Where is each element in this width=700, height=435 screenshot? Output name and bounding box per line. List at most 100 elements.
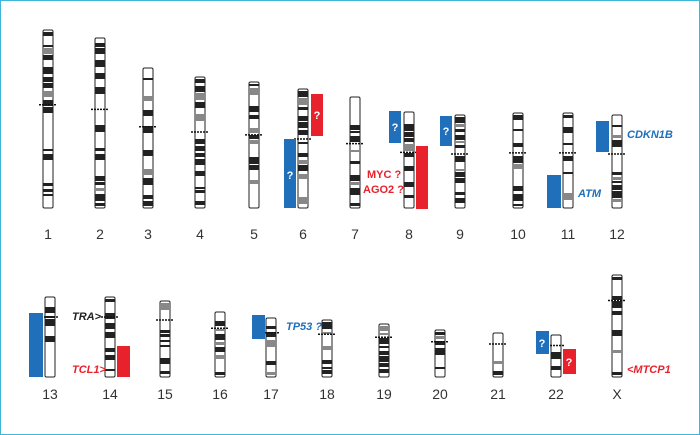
chromosome-outline: [142, 67, 154, 209]
chromosome-band: [143, 178, 153, 185]
chromosome-number-label: 22: [548, 386, 564, 402]
chromosome-band: [563, 172, 573, 174]
chromosome-band: [379, 338, 389, 344]
chromosome-band: [612, 125, 622, 127]
chromosome-number-label: 13: [42, 386, 58, 402]
chromosome-outline: [94, 37, 106, 209]
chromosome-band: [95, 194, 105, 201]
chromosome-band: [266, 326, 276, 329]
chromosome-21: [489, 332, 507, 378]
chromosome-band: [298, 160, 308, 164]
chromosome-outline: [611, 274, 623, 378]
chromosome-band: [513, 164, 523, 169]
chromosome-band: [563, 115, 573, 118]
chromosome-number-label: 4: [196, 226, 204, 242]
chromosome-band: [379, 369, 389, 373]
chromosome-band: [266, 332, 276, 337]
chromosome-number-label: 1: [44, 226, 52, 242]
chromosome-band: [249, 165, 259, 170]
chromosome-band: [404, 182, 414, 187]
gain-block-chr6: [311, 94, 323, 136]
chromosome-band: [195, 139, 205, 144]
chromosome-band: [249, 115, 259, 119]
chromosome-band: [249, 157, 259, 164]
chromosome-band: [249, 106, 259, 112]
chromosome-band: [298, 98, 308, 105]
chromosome-band: [379, 346, 389, 348]
chromosome-band: [105, 299, 115, 302]
chromosomes-group: [39, 29, 626, 378]
chromosome-band: [195, 171, 205, 176]
chromosome-band: [612, 350, 622, 353]
copy-number-blocks: ? ? ? ? ? ?: [29, 94, 609, 377]
chromosome-band: [215, 321, 225, 326]
chromosome-band: [612, 191, 622, 198]
chromosome-band: [513, 194, 523, 201]
chromosome-band: [95, 48, 105, 54]
chromosome-band: [404, 195, 414, 198]
chromosome-band: [379, 363, 389, 367]
gene-label-tcl1: TCL1>: [72, 364, 107, 376]
chromosome-outline: [492, 332, 504, 378]
chromosome-13: [41, 296, 59, 378]
chromosome-band: [612, 172, 622, 175]
chromosome-band: [322, 367, 332, 369]
chromosome-band: [195, 79, 205, 83]
chromosome-band: [322, 370, 332, 374]
chromosome-band: [379, 356, 389, 362]
chromosome-band: [105, 323, 115, 329]
chromosome-band: [43, 107, 53, 113]
chromosome-band: [95, 43, 105, 47]
chromosome-band: [455, 129, 465, 132]
loss-block-chr8: [389, 111, 401, 143]
chromosome-band: [105, 332, 115, 338]
chromosome-2: [91, 37, 109, 209]
chromosome-14: [101, 296, 119, 378]
chromosome-9: [451, 114, 469, 209]
chromosome-band: [45, 336, 55, 342]
chromosome-band: [95, 60, 105, 67]
chromosome-1: [39, 29, 57, 209]
chromosome-band: [143, 78, 153, 80]
chromosome-5: [245, 81, 263, 209]
chromosome-band: [563, 143, 573, 145]
chromosome-band: [143, 195, 153, 199]
chromosome-band: [249, 128, 259, 133]
chromosome-band: [195, 146, 205, 151]
gene-label-mtcp1: <MTCP1: [627, 364, 671, 376]
chromosome-band: [404, 138, 414, 142]
chromosome-band: [195, 153, 205, 157]
chromosome-band: [379, 326, 389, 331]
gene-label-ago2: AGO2 ?: [363, 184, 404, 196]
chromosome-band: [143, 201, 153, 206]
chromosome-number-label: 2: [96, 226, 104, 242]
chromosome-band: [563, 127, 573, 133]
chromosome-band: [435, 341, 445, 345]
chromosome-band: [298, 142, 308, 144]
chromosome-6: [294, 88, 312, 209]
chromosome-band: [105, 355, 115, 360]
chromosome-band: [95, 188, 105, 191]
chromosome-band: [298, 174, 308, 179]
chromosome-band: [95, 148, 105, 151]
question-mark: ?: [287, 170, 294, 182]
chromosome-number-label: 11: [561, 226, 576, 242]
chromosome-20: [431, 329, 449, 378]
chromosome-band: [298, 153, 308, 157]
gene-label-cdkn1b: CDKN1B: [627, 129, 673, 141]
chromosome-number-label: 5: [250, 226, 258, 242]
chromosome-band: [195, 114, 205, 121]
gene-label-tra: TRA>: [72, 311, 102, 323]
loss-block-chr22: [536, 331, 549, 354]
chromosome-band: [322, 346, 332, 350]
chromosome-band: [350, 125, 360, 130]
chromosome-band: [43, 183, 53, 186]
chromosome-band: [43, 77, 53, 82]
chromosome-band: [350, 175, 360, 181]
chromosome-16: [211, 311, 229, 378]
chromosome-band: [612, 296, 622, 300]
gene-label-tp53: TP53 ?: [286, 321, 322, 333]
chromosome-4: [191, 76, 209, 209]
